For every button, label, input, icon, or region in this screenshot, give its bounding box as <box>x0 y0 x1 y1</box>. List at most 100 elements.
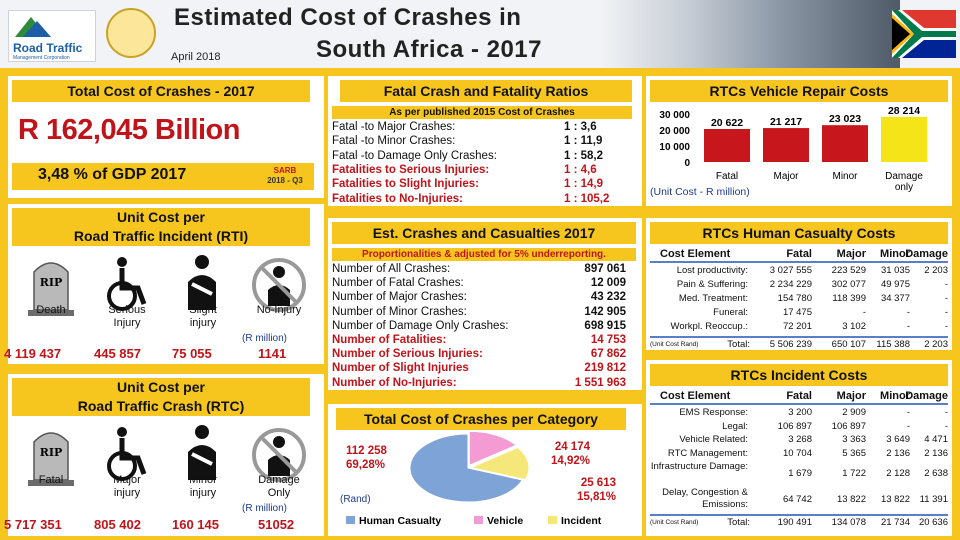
est-crashes-value: 142 905 <box>584 305 626 318</box>
fatal-ratio-value: 1 : 4,6 <box>564 163 597 176</box>
human-casualty-cell: Med. Treatment: <box>678 293 748 304</box>
fatal-ratio-label: Fatalities to Serious Injuries: <box>332 163 490 176</box>
incident-costs-total-value: 20 636 <box>918 517 948 529</box>
rtc-cost-value: 160 145 <box>172 517 219 532</box>
est-crashes-row: Number of Fatal Crashes: 12 009 <box>328 276 634 290</box>
incident-costs-cell: 1 679 <box>788 468 812 480</box>
human-casualty-cell: Lost productivity: <box>676 265 748 276</box>
rti-cost-label-word: Death <box>36 304 66 316</box>
est-crashes-value: 67 862 <box>590 348 626 361</box>
header-background-art <box>600 0 900 68</box>
rtc-cost-label-word: injury <box>113 487 141 499</box>
incident-costs-column-header: Fatal <box>786 390 812 402</box>
unit-cost-rtc-unit: (R million) <box>242 503 287 514</box>
pie-slice <box>469 446 530 481</box>
page-title-line2: South Africa - 2017 <box>316 36 543 63</box>
fatal-ratio-value: 1 : 11,9 <box>564 135 603 148</box>
incident-costs-cell: 3 200 <box>788 407 812 418</box>
fatal-ratio-label: Fatal -to Damage Only Crashes: <box>332 149 497 162</box>
fatal-ratio-value: 1 : 3,6 <box>564 121 597 133</box>
rtmc-logo: Road Traffic Management Corporation <box>8 10 96 62</box>
rti-cost-label-word: Slight <box>189 304 217 316</box>
tombstone-icon: RIP <box>20 248 82 322</box>
incident-costs-header-rule <box>650 403 948 405</box>
human-casualty-heading: RTCs Human Casualty Costs <box>650 222 948 244</box>
gdp-share: 3,48 % of GDP 2017 <box>38 166 187 183</box>
est-crashes-label: Number of No-Injuries: <box>332 376 457 389</box>
unit-cost-rti-icons: RIP Death Serious Injury Slight injury No-Inju… <box>8 248 324 348</box>
incident-costs-total-label: Total: <box>727 517 750 529</box>
est-crashes-label: Number of All Crashes: <box>332 263 451 275</box>
repair-ytick-label: 20 000 <box>659 126 690 137</box>
rtc-cost-label-word: Only <box>267 487 291 499</box>
incident-costs-panel <box>646 360 952 536</box>
rtc-cost-label: Damage Only <box>242 474 316 500</box>
pie-pct-label: 14,92% <box>551 455 590 467</box>
human-casualty-cell: - <box>944 279 948 290</box>
est-crashes-label: Number of Damage Only Crashes: <box>332 319 509 332</box>
human-casualty-total-note: (Unit Cost Rand) <box>650 341 699 348</box>
human-casualty-total-value: 5 506 239 <box>769 339 812 350</box>
fatal-ratio-label: Fatal -to Minor Crashes: <box>332 135 456 148</box>
pie-legend-swatch <box>346 516 355 524</box>
human-casualty-header-rule <box>650 261 948 263</box>
human-casualty-cell: 302 077 <box>831 279 866 290</box>
human-casualty-column-header: Cost Element <box>660 248 731 260</box>
rti-cost-label-word: injury <box>189 317 217 329</box>
total-cost-heading: Total Cost of Crashes - 2017 <box>12 80 310 102</box>
human-casualty-total-value: 650 107 <box>831 339 866 350</box>
fatal-ratio-row: Fatal -to Major Crashes: 1 : 3,6 <box>328 120 642 134</box>
human-casualty-cell: 72 201 <box>782 321 812 332</box>
human-casualty-cell: Funeral: <box>713 307 748 318</box>
incident-costs-cell: - <box>906 407 910 418</box>
fatal-ratio-row: Fatal -to Damage Only Crashes: 1 : 58,2 <box>328 149 642 163</box>
fatal-ratios-list: Fatal -to Major Crashes: 1 : 3,6 Fatal -to… <box>328 120 642 206</box>
pie-legend-swatch <box>474 516 483 524</box>
rtc-cost-label-word: injury <box>189 487 217 499</box>
pie-amount-label: 24 174 <box>555 441 591 453</box>
seal-icon <box>106 8 156 58</box>
rtmc-logo-subtext: Management Corporation <box>13 55 70 61</box>
repair-bar <box>704 129 750 162</box>
rti-cost-value: 75 055 <box>172 346 212 361</box>
incident-costs-column-header: Minor <box>880 390 910 402</box>
human-casualty-column-header: Minor <box>880 248 910 260</box>
svg-text:RIP: RIP <box>40 276 63 289</box>
unit-cost-rti-values: 4 119 437 445 857 75 055 1141 <box>0 346 330 364</box>
pie-slice <box>409 433 524 503</box>
rtc-cost-label-word: Major <box>113 474 141 486</box>
incident-costs-cell: Infrastructure Damage: <box>650 461 748 473</box>
incident-costs-total-value: 21 734 <box>880 517 910 529</box>
incident-costs-cell: 2 136 <box>886 447 910 459</box>
rtc-cost-value: 805 402 <box>94 517 141 532</box>
incident-costs-cell: 106 897 <box>777 420 812 432</box>
no-injury-icon <box>248 418 310 492</box>
incident-costs-column-header: Major <box>836 390 866 402</box>
repair-bar-value: 28 214 <box>888 105 920 117</box>
rtc-cost-label: Fatal <box>14 474 88 487</box>
rti-cost-label-word: Injury <box>113 317 141 329</box>
human-casualty-total-value: 115 388 <box>876 339 910 350</box>
incident-costs-cell: 3 268 <box>788 434 812 446</box>
sarb-source: SARB 2018 - Q3 <box>262 166 308 186</box>
est-crashes-value: 14 753 <box>590 334 626 346</box>
repair-ytick-label: 0 <box>684 158 690 169</box>
rti-cost-value: 1141 <box>258 346 287 361</box>
pie-unit: (Rand) <box>340 494 371 505</box>
est-crashes-row: Number of No-Injuries: 1 551 963 <box>328 376 634 390</box>
repair-bar-value: 21 217 <box>770 116 802 128</box>
incident-costs-cell: 2 909 <box>842 407 866 418</box>
est-crashes-value: 1 551 963 <box>574 376 626 389</box>
incident-costs-heading: RTCs Incident Costs <box>650 364 948 386</box>
rti-cost-value: 4 119 437 <box>4 346 62 361</box>
human-casualty-cell: 31 035 <box>880 265 910 276</box>
rtc-cost-value: 5 717 351 <box>4 517 62 532</box>
injured-person-icon <box>172 418 234 492</box>
est-crashes-value: 219 812 <box>584 362 626 375</box>
repair-category-label: Damage <box>885 171 923 182</box>
incident-costs-column-header: Cost Element <box>660 390 731 402</box>
injured-person-icon <box>172 248 234 322</box>
human-casualty-cell: Workpl. Reoccup.: <box>670 321 748 332</box>
svg-text:RIP: RIP <box>40 446 63 459</box>
incident-costs-cell: 10 704 <box>782 447 812 459</box>
